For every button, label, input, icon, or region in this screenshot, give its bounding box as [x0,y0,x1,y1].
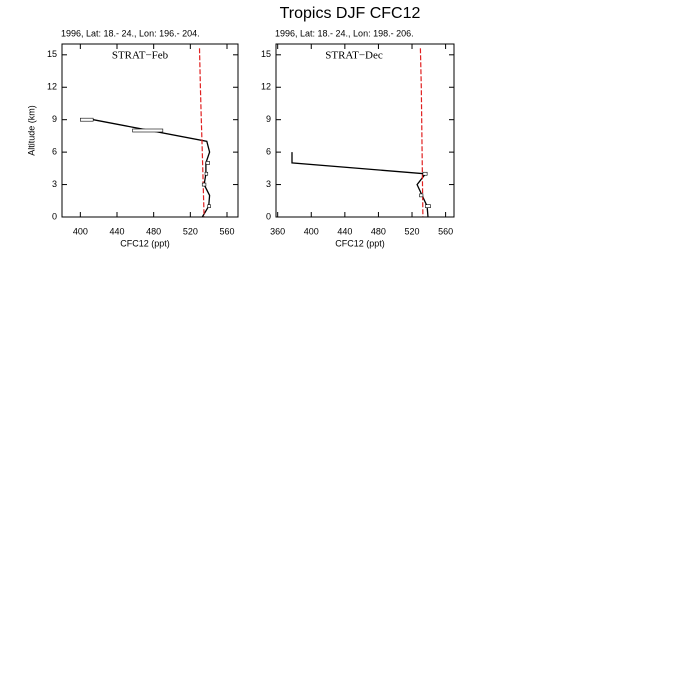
observation-line [291,152,429,218]
y-tick-label: 9 [266,114,271,124]
y-axis-label: Altitude (km) [26,105,36,156]
y-tick-label: 15 [261,49,271,59]
x-tick-label: 480 [371,226,386,236]
x-axis-label: CFC12 (ppt) [335,238,385,248]
y-tick-label: 15 [47,49,57,59]
plot-frame [275,43,455,218]
x-tick-label: 560 [438,226,453,236]
y-tick-label: 0 [266,211,271,221]
x-axis-label: CFC12 (ppt) [120,238,170,248]
range-box [425,204,431,208]
x-tick-label: 360 [270,226,285,236]
range-box [207,204,211,208]
subtitle: 1996, Lat: 18.- 24., Lon: 198.- 206. [275,28,414,38]
chart-title: Tropics DJF CFC12 [280,5,421,22]
x-tick-label: 560 [219,226,234,236]
y-tick-label: 3 [266,179,271,189]
x-tick-label: 520 [405,226,420,236]
y-tick-label: 3 [52,179,57,189]
y-tick-label: 9 [52,114,57,124]
x-tick-label: 400 [304,226,319,236]
observation-line [93,119,211,218]
x-tick-label: 480 [146,226,161,236]
subtitle: 1996, Lat: 18.- 24., Lon: 196.- 204. [61,28,200,38]
range-box [205,161,210,165]
range-box [204,171,209,176]
x-tick-label: 440 [109,226,124,236]
x-tick-label: 440 [337,226,352,236]
panel-label: STRAT−Dec [325,50,383,62]
y-tick-label: 0 [52,211,57,221]
range-box [201,182,207,187]
range-box [422,171,428,176]
model-line [198,48,205,218]
y-tick-label: 12 [47,82,57,92]
plot-frame [61,43,239,218]
range-box [80,117,94,122]
y-tick-label: 12 [261,82,271,92]
x-tick-label: 400 [73,226,88,236]
range-box [419,193,424,198]
y-tick-label: 6 [266,147,271,157]
model-line [419,48,424,218]
x-tick-label: 520 [183,226,198,236]
y-tick-label: 6 [52,147,57,157]
panel-label: STRAT−Feb [112,50,169,62]
range-box [132,128,164,133]
